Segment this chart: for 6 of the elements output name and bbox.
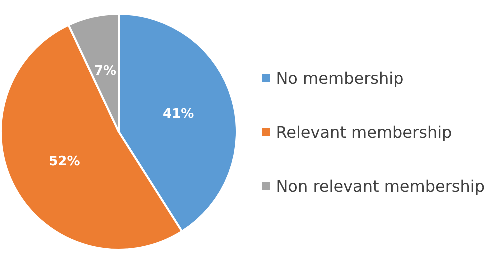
data-label: 41%: [162, 107, 194, 122]
data-label: 7%: [94, 64, 117, 79]
legend-label: No membership: [276, 69, 404, 88]
legend-label: Non relevant membership: [276, 177, 486, 196]
legend-label: Relevant membership: [276, 123, 452, 142]
data-label: 52%: [49, 154, 80, 170]
